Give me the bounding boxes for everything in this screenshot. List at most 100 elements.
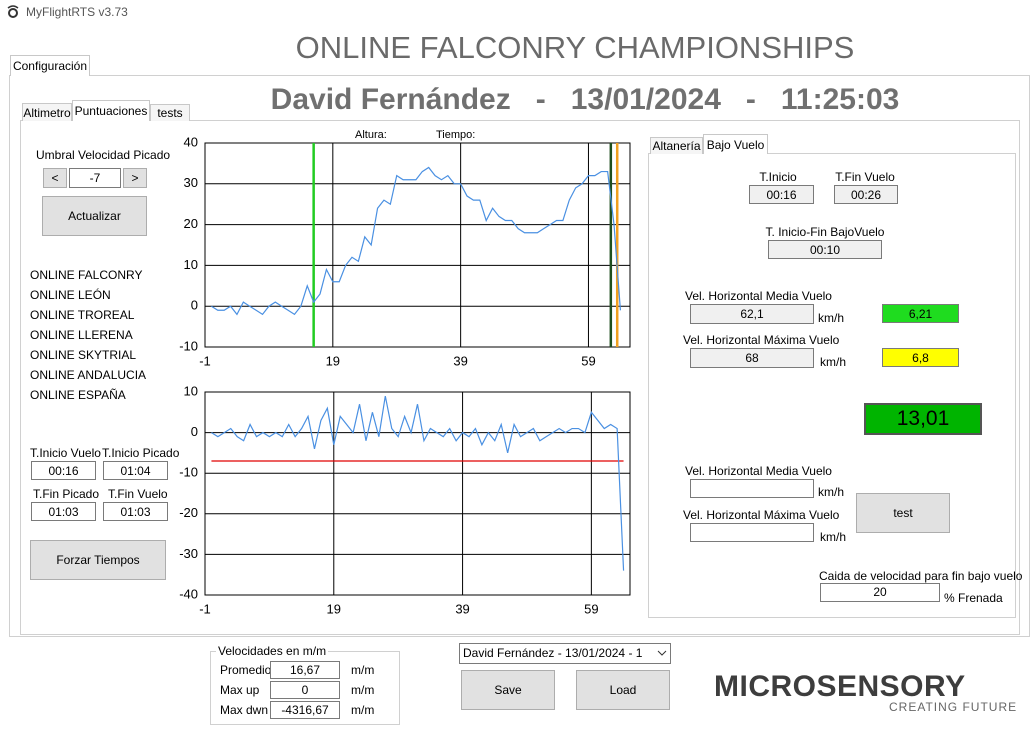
y-tick-label: 30 bbox=[184, 175, 198, 190]
logo: MICROSENSORY bbox=[714, 670, 966, 703]
right-panel bbox=[648, 153, 1016, 618]
button[interactable]: Load bbox=[576, 670, 670, 710]
x-tick-label: 19 bbox=[326, 353, 340, 368]
competition: ONLINE ANDALUCIA bbox=[30, 368, 147, 382]
logo-tagline: CREATING FUTURE bbox=[889, 700, 1018, 714]
textbox: 00:26 bbox=[834, 185, 898, 204]
annotation: Tiempo: bbox=[436, 129, 475, 141]
y-tick-label: 10 bbox=[184, 257, 198, 272]
label: Vel. Horizontal Máxima Vuelo bbox=[683, 508, 840, 522]
textbox[interactable] bbox=[690, 523, 814, 542]
y-tick-label: -30 bbox=[179, 546, 198, 561]
group-title: Velocidades en m/m bbox=[216, 644, 329, 658]
y-tick-label: 0 bbox=[191, 298, 198, 313]
y-tick-label: -40 bbox=[179, 586, 198, 601]
textbox[interactable]: 01:03 bbox=[31, 502, 96, 521]
x-tick-label: -1 bbox=[199, 353, 211, 368]
app-icon bbox=[7, 5, 19, 18]
label: T.Fin Vuelo bbox=[835, 170, 895, 184]
label: Umbral Velocidad Picado bbox=[36, 148, 171, 162]
label: Vel. Horizontal Media Vuelo bbox=[685, 464, 832, 478]
unit: % Frenada bbox=[944, 591, 1003, 605]
label: Promedio bbox=[220, 663, 272, 677]
tab[interactable]: Puntuaciones bbox=[72, 100, 150, 121]
textbox[interactable]: 01:04 bbox=[103, 461, 168, 480]
label: Vel. Horizontal Media Vuelo bbox=[685, 289, 832, 303]
textbox: 62,1 bbox=[690, 304, 814, 324]
title: ONLINE FALCONRY CHAMPIONSHIPS bbox=[295, 30, 855, 65]
textbox[interactable]: -7 bbox=[69, 168, 121, 188]
annotation: Altura: bbox=[355, 129, 387, 141]
label: T.Fin Picado bbox=[33, 487, 100, 501]
y-tick-label: 10 bbox=[184, 383, 198, 398]
textbox[interactable]: 16,67 bbox=[270, 661, 340, 679]
altitude-chart: -10 0 10 20 30 40 -1 19 39 59 Altura: Tiempo: bbox=[179, 129, 631, 368]
y-tick-label: 20 bbox=[184, 216, 198, 231]
competition: ONLINE TROREAL bbox=[30, 308, 135, 322]
competition: ONLINE LLERENA bbox=[30, 328, 133, 342]
series-line bbox=[211, 395, 625, 571]
textbox[interactable] bbox=[690, 479, 814, 498]
x-tick-label: 59 bbox=[581, 353, 595, 368]
textbox: 68 bbox=[690, 348, 814, 368]
textbox[interactable]: 00:16 bbox=[31, 461, 96, 480]
label: T.Inicio Picado bbox=[102, 446, 180, 460]
button[interactable]: < bbox=[43, 168, 67, 188]
plot-area bbox=[204, 391, 631, 596]
main-tab[interactable]: Configuración bbox=[10, 55, 90, 76]
competition: ONLINE SKYTRIAL bbox=[30, 348, 137, 362]
label: T.Inicio Vuelo bbox=[30, 446, 101, 460]
plot-area bbox=[204, 142, 631, 348]
x-tick-label: -1 bbox=[199, 601, 211, 616]
subtitle: David Fernández - 13/01/2024 - 11:25:03 bbox=[270, 83, 900, 116]
y-tick-label: -10 bbox=[179, 465, 198, 480]
label: T. Inicio-Fin BajoVuelo bbox=[765, 225, 885, 239]
button[interactable]: Actualizar bbox=[42, 196, 147, 236]
y-tick-label: 0 bbox=[191, 424, 198, 439]
tab[interactable]: Altimetro bbox=[22, 103, 72, 121]
textbox[interactable]: 0 bbox=[270, 681, 340, 699]
unit: km/h bbox=[820, 355, 847, 369]
total-score: 13,01 bbox=[864, 403, 982, 435]
score-box: 6,21 bbox=[882, 304, 959, 323]
textbox[interactable]: 01:03 bbox=[103, 502, 168, 521]
unit: km/h bbox=[818, 311, 845, 325]
button[interactable]: Forzar Tiempos bbox=[30, 540, 166, 580]
session-select[interactable]: David Fernández - 13/01/2024 - 1 bbox=[459, 643, 671, 664]
y-tick-label: 40 bbox=[184, 134, 198, 149]
tab[interactable]: Bajo Vuelo bbox=[703, 134, 768, 154]
textbox[interactable]: 20 bbox=[820, 583, 940, 602]
label: Max dwn bbox=[220, 703, 269, 717]
x-tick-label: 39 bbox=[455, 601, 469, 616]
unit: m/m bbox=[351, 703, 375, 717]
tab[interactable]: tests bbox=[150, 104, 190, 121]
unit: m/m bbox=[351, 663, 375, 677]
y-tick-label: -10 bbox=[179, 338, 198, 353]
button[interactable]: test bbox=[856, 493, 950, 533]
textbox[interactable]: -4316,67 bbox=[270, 701, 340, 719]
label: T.Inicio bbox=[759, 170, 797, 184]
button[interactable]: Save bbox=[461, 670, 555, 710]
speed-chart: -40 -30 -20 -10 0 10 -1 19 39 59 bbox=[179, 383, 631, 616]
competition: ONLINE LEÓN bbox=[30, 288, 111, 302]
score-box: 6,8 bbox=[882, 348, 959, 367]
y-tick-label: -20 bbox=[179, 505, 198, 520]
label: Caida de velocidad para fin bajo vuelo bbox=[819, 569, 1023, 583]
label: T.Fin Vuelo bbox=[108, 487, 168, 501]
textbox: 00:16 bbox=[749, 185, 814, 204]
x-tick-label: 39 bbox=[453, 353, 467, 368]
inner-panel bbox=[20, 120, 1020, 635]
window-title: MyFlightRTS v3.73 bbox=[26, 5, 128, 19]
label: Vel. Horizontal Máxima Vuelo bbox=[683, 333, 840, 347]
competition: ONLINE ESPAÑA bbox=[30, 388, 126, 402]
x-tick-label: 59 bbox=[584, 601, 598, 616]
unit: km/h bbox=[818, 485, 845, 499]
unit: km/h bbox=[820, 530, 847, 544]
dropdown-arrow[interactable] bbox=[657, 649, 667, 657]
unit: m/m bbox=[351, 683, 375, 697]
button[interactable]: > bbox=[123, 168, 147, 188]
series-line bbox=[211, 166, 622, 316]
x-tick-label: 19 bbox=[327, 601, 341, 616]
tab[interactable]: Altanería bbox=[650, 137, 703, 154]
